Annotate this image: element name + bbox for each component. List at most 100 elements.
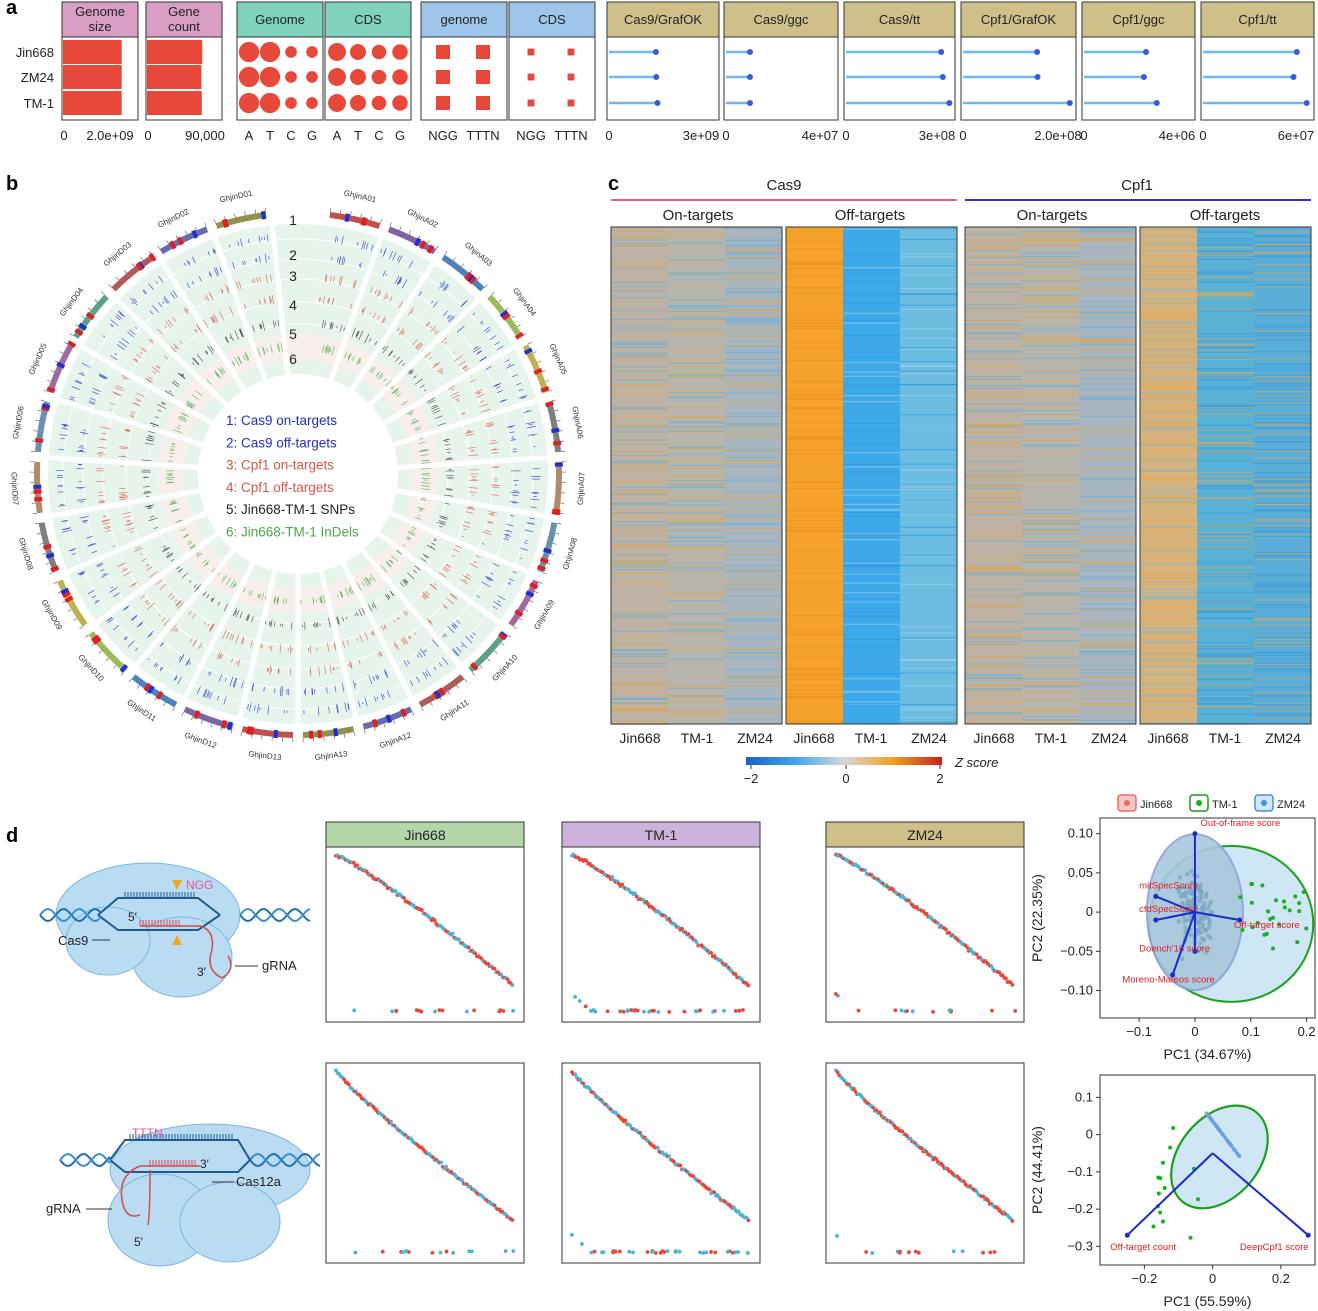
track-spike xyxy=(359,262,362,268)
pam-square-TTTN xyxy=(567,48,575,56)
track-spike xyxy=(379,650,383,657)
cas12-label: Cas12a xyxy=(236,1174,282,1189)
track-spike xyxy=(347,352,352,361)
heatmap-stripe xyxy=(1197,349,1254,351)
track-spike xyxy=(122,377,127,380)
heatmap-stripe xyxy=(786,668,843,670)
gene-count-title-2: count xyxy=(168,19,200,34)
heatmap-stripe xyxy=(1140,641,1197,643)
heatmap-stripe xyxy=(1197,645,1254,647)
track-spike xyxy=(455,397,460,401)
track-spike xyxy=(433,538,437,541)
rank-point xyxy=(419,908,424,912)
heatmap-stripe xyxy=(1254,706,1311,708)
dna-strand xyxy=(239,907,311,922)
track-spike xyxy=(374,341,378,346)
track-spike xyxy=(368,577,372,582)
heatmap-stripe xyxy=(611,329,668,331)
track-spike xyxy=(149,310,154,315)
heatmap-stripe xyxy=(1197,351,1254,353)
heatmap-stripe xyxy=(668,483,725,485)
track-spike xyxy=(476,350,482,354)
track-spike xyxy=(122,571,132,577)
pca2-point xyxy=(1237,1154,1242,1159)
track-spike xyxy=(396,549,403,555)
rank-point xyxy=(989,964,994,968)
pam-square-TTTN xyxy=(476,96,490,110)
track-spike xyxy=(442,310,448,317)
rank-point xyxy=(961,1179,966,1184)
track-spike xyxy=(98,375,107,380)
rank-point-tail xyxy=(451,1250,456,1255)
track-spike xyxy=(496,390,503,394)
rank-point-tail xyxy=(910,1009,915,1014)
heatmap-stripe xyxy=(1197,702,1254,704)
chromosome-marker xyxy=(64,595,74,603)
heatmap-stripe xyxy=(1140,392,1197,394)
track-spike xyxy=(208,273,211,276)
heatmap-stripe xyxy=(1140,470,1197,472)
pam-square-TTTN xyxy=(476,45,490,59)
rank-point xyxy=(578,1077,582,1082)
track-spike xyxy=(509,431,515,434)
heatmap-stripe xyxy=(965,233,1022,235)
heatmap-stripe xyxy=(1022,336,1079,338)
chromosome-tick xyxy=(542,572,547,575)
track-spike xyxy=(203,689,208,698)
chromosome-label: GhjinD09 xyxy=(40,598,65,632)
legend-item-2: 2: Cas9 off-targets xyxy=(226,435,337,450)
heatmap-stripe xyxy=(725,564,782,566)
pam-1-title: CDS xyxy=(538,12,566,27)
track-spike xyxy=(426,323,430,327)
track-spike xyxy=(247,704,249,710)
heatmap-stripe xyxy=(1140,349,1197,351)
track-spike xyxy=(135,546,141,550)
lollipop-point xyxy=(1034,74,1041,80)
pca-legend-ZM24: ZM24 xyxy=(1277,799,1305,811)
track-spike xyxy=(188,661,192,665)
chromosome-marker xyxy=(248,726,255,736)
track-spike xyxy=(462,365,468,369)
heatmap-stripe xyxy=(1079,702,1136,704)
heatmap-stripe xyxy=(725,515,782,517)
heatmap-stripe xyxy=(725,554,782,556)
heatmap-stripe xyxy=(1197,534,1254,536)
heatmap-stripe xyxy=(1022,327,1079,329)
heatmap-stripe xyxy=(1079,641,1136,643)
heatmap-stripe xyxy=(1022,381,1079,383)
heatmap-stripe xyxy=(668,397,725,399)
track-spike xyxy=(330,322,333,330)
heatmap-stripe xyxy=(1254,358,1311,360)
track-spike xyxy=(416,344,424,351)
track-spike xyxy=(173,675,178,681)
heatmap-stripe xyxy=(611,707,668,709)
track-spike xyxy=(129,415,135,418)
track-spike xyxy=(170,501,177,504)
heatmap-stripe xyxy=(900,526,957,528)
track-spike xyxy=(432,409,441,414)
heatmap-stripe xyxy=(965,307,1022,309)
heatmap-stripe xyxy=(611,393,668,395)
chromosome-label: GhjinA07 xyxy=(576,471,587,505)
rank-point-tail xyxy=(893,1008,898,1013)
subgroup-3: Off-targets xyxy=(1190,207,1261,224)
heatmap-stripe xyxy=(1079,313,1136,315)
heatmap-stripe xyxy=(1079,477,1136,479)
track-spike xyxy=(260,643,262,649)
track-spike xyxy=(475,554,481,558)
track-spike xyxy=(79,572,85,576)
heatmap-stripe xyxy=(965,442,1022,444)
chromosome-tick xyxy=(131,263,135,267)
track-spike xyxy=(146,564,149,567)
track-spike xyxy=(256,276,259,284)
heatmap-stripe xyxy=(900,469,957,471)
track-spike xyxy=(101,432,107,435)
chromosome-tick xyxy=(200,720,203,724)
heatmap-stripe xyxy=(1254,244,1311,246)
track-spike xyxy=(91,391,100,395)
pca1-point-tm1 xyxy=(1282,905,1287,910)
track-spike xyxy=(113,592,120,598)
heatmap-stripe xyxy=(668,375,725,377)
heatmap-stripe xyxy=(725,300,782,302)
heatmap-stripe xyxy=(1022,423,1079,425)
